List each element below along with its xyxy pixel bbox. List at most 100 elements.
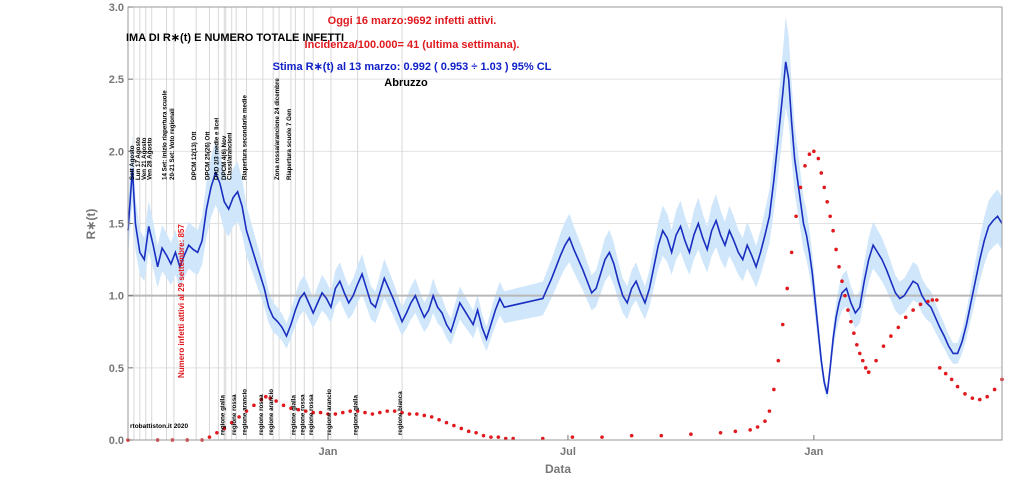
infected-point-0-85 bbox=[860, 358, 865, 363]
event-label-8: DAD 2/3 medie e licei bbox=[213, 117, 220, 180]
infected-point-1-16 bbox=[970, 396, 975, 400]
infected-point-1-10 bbox=[935, 298, 939, 302]
infected-point-1-15 bbox=[963, 392, 967, 396]
infected-point-1-5 bbox=[903, 315, 908, 320]
infected-point-0-70 bbox=[816, 156, 821, 161]
event-label-23: regione gialla bbox=[353, 395, 360, 435]
infected-point-1-7 bbox=[918, 302, 923, 307]
event-label-7: DPCM 25(26) Ott bbox=[204, 132, 211, 180]
event-label-17: regione rossa bbox=[258, 394, 265, 435]
infected-point-0-82 bbox=[852, 331, 856, 335]
event-label-20: regione rossa bbox=[299, 394, 306, 435]
infected-point-0-56 bbox=[748, 428, 752, 432]
infected-point-0-51 bbox=[629, 433, 634, 438]
infected-point-0-33 bbox=[407, 412, 412, 416]
infected-point-0-41 bbox=[466, 429, 471, 434]
infected-point-0-10 bbox=[244, 409, 249, 413]
infected-point-0-36 bbox=[429, 415, 434, 419]
infected-point-0-83 bbox=[855, 342, 859, 347]
event-label-6: DPCM 12(13) Ott bbox=[191, 132, 198, 180]
header-line-1: Oggi 16 marzo:9692 infetti attivi. bbox=[328, 15, 497, 27]
infected-point-0-48 bbox=[540, 436, 545, 441]
infected-point-0-58 bbox=[763, 419, 767, 424]
infected-point-0-54 bbox=[718, 430, 723, 435]
infected-point-0-30 bbox=[385, 409, 390, 413]
infected-point-0-66 bbox=[798, 185, 803, 190]
infected-point-0-53 bbox=[689, 432, 693, 437]
event-label-24: regione bianca bbox=[397, 391, 404, 435]
y-tick-label-4: 2.0 bbox=[109, 146, 124, 158]
y-axis-ticks: 0.0 0.5 1.0 1.5 2.0 2.5 3.0 bbox=[109, 2, 133, 447]
event-label-9: DPCM 4(6) Nov bbox=[221, 135, 228, 180]
infected-point-1-9 bbox=[930, 298, 935, 302]
infected-point-0-11 bbox=[252, 403, 256, 408]
event-label-1: Lun 17 Agosto bbox=[135, 137, 142, 180]
infected-point-1-14 bbox=[955, 384, 960, 389]
infected-point-0-24 bbox=[340, 410, 345, 415]
rt-series-line bbox=[127, 61, 1003, 395]
event-label-4: 14 Set: inizio riapertura scuole bbox=[162, 90, 169, 180]
infected-point-1-2 bbox=[881, 344, 886, 348]
x-tick-label-1: Jul bbox=[560, 446, 576, 458]
infected-point-0-32 bbox=[400, 410, 404, 415]
infected-point-0-35 bbox=[422, 413, 427, 418]
y-tick-label-0: 0.0 bbox=[109, 435, 124, 447]
infected-point-0-21 bbox=[318, 410, 323, 415]
event-label-19: regione gialla bbox=[290, 395, 297, 435]
y-axis-label: R∗(t) bbox=[84, 209, 98, 240]
infected-point-0-34 bbox=[415, 412, 419, 416]
infected-point-0-63 bbox=[785, 286, 790, 291]
series-layer bbox=[126, 61, 1004, 442]
infected-point-0-59 bbox=[767, 409, 772, 413]
infected-point-1-18 bbox=[985, 394, 989, 399]
infected-point-0-26 bbox=[355, 409, 360, 413]
y-tick-label-6: 3.0 bbox=[109, 2, 124, 14]
infected-point-0-65 bbox=[794, 214, 798, 219]
infected-point-0-28 bbox=[370, 412, 375, 416]
infected-point-0-61 bbox=[776, 358, 781, 363]
x-tick-label-0: Jan bbox=[318, 446, 337, 458]
y-tick-label-2: 1.0 bbox=[109, 291, 124, 303]
infected-point-1-13 bbox=[949, 377, 954, 382]
event-label-15: regione rossa bbox=[231, 394, 238, 435]
infected-point-0-13 bbox=[263, 394, 268, 399]
infected-point-1-1 bbox=[874, 358, 878, 363]
event-label-10: Classi/arancioni bbox=[227, 132, 234, 180]
infected-point-0-39 bbox=[452, 423, 456, 428]
event-label-13: Riapertura scuole 7 Gen bbox=[286, 109, 293, 180]
event-label-5: 20-21 Set: Voto regionali bbox=[169, 108, 176, 180]
header-line-3: Stima R∗(t) al 13 marzo: 0.992 ( 0.953 ÷… bbox=[273, 61, 552, 73]
infected-point-0-57 bbox=[755, 425, 760, 429]
infected-point-0-72 bbox=[822, 185, 827, 190]
infected-point-0-77 bbox=[837, 265, 841, 269]
infected-point-0-45 bbox=[496, 435, 501, 439]
infected-point-1-19 bbox=[992, 387, 997, 392]
infected-point-0-5 bbox=[207, 435, 212, 439]
infected-point-0-18 bbox=[296, 407, 301, 412]
infected-point-0-69 bbox=[812, 149, 816, 154]
event-label-3: Ven 28 Agosto bbox=[147, 137, 154, 180]
infected-point-0-73 bbox=[825, 200, 829, 204]
infected-point-1-0 bbox=[866, 370, 871, 374]
infected-point-0-19 bbox=[303, 409, 308, 413]
infected-point-0-49 bbox=[570, 435, 575, 439]
infected-point-1-12 bbox=[943, 371, 948, 376]
infected-point-0-78 bbox=[840, 279, 844, 284]
infected-point-0-31 bbox=[392, 409, 397, 413]
header-line-2: Incidenza/100.000= 41 (ultima settimana)… bbox=[305, 39, 520, 51]
infected-point-0-62 bbox=[780, 322, 785, 327]
infected-point-1-8 bbox=[926, 299, 930, 304]
infected-point-1-17 bbox=[977, 397, 982, 402]
y-tick-label-5: 2.5 bbox=[109, 74, 124, 86]
infected-annotation: Numero infetti attivi al 29 settembre: 8… bbox=[177, 224, 186, 378]
infected-point-0-80 bbox=[846, 308, 850, 312]
region-label: Abruzzo bbox=[384, 77, 428, 89]
infected-point-0-8 bbox=[229, 420, 234, 425]
x-axis-ticks: JanJulJanJulJan bbox=[318, 435, 824, 458]
infected-point-0-76 bbox=[834, 247, 838, 252]
infected-point-0-71 bbox=[819, 171, 824, 175]
infected-point-1-11 bbox=[937, 366, 942, 370]
